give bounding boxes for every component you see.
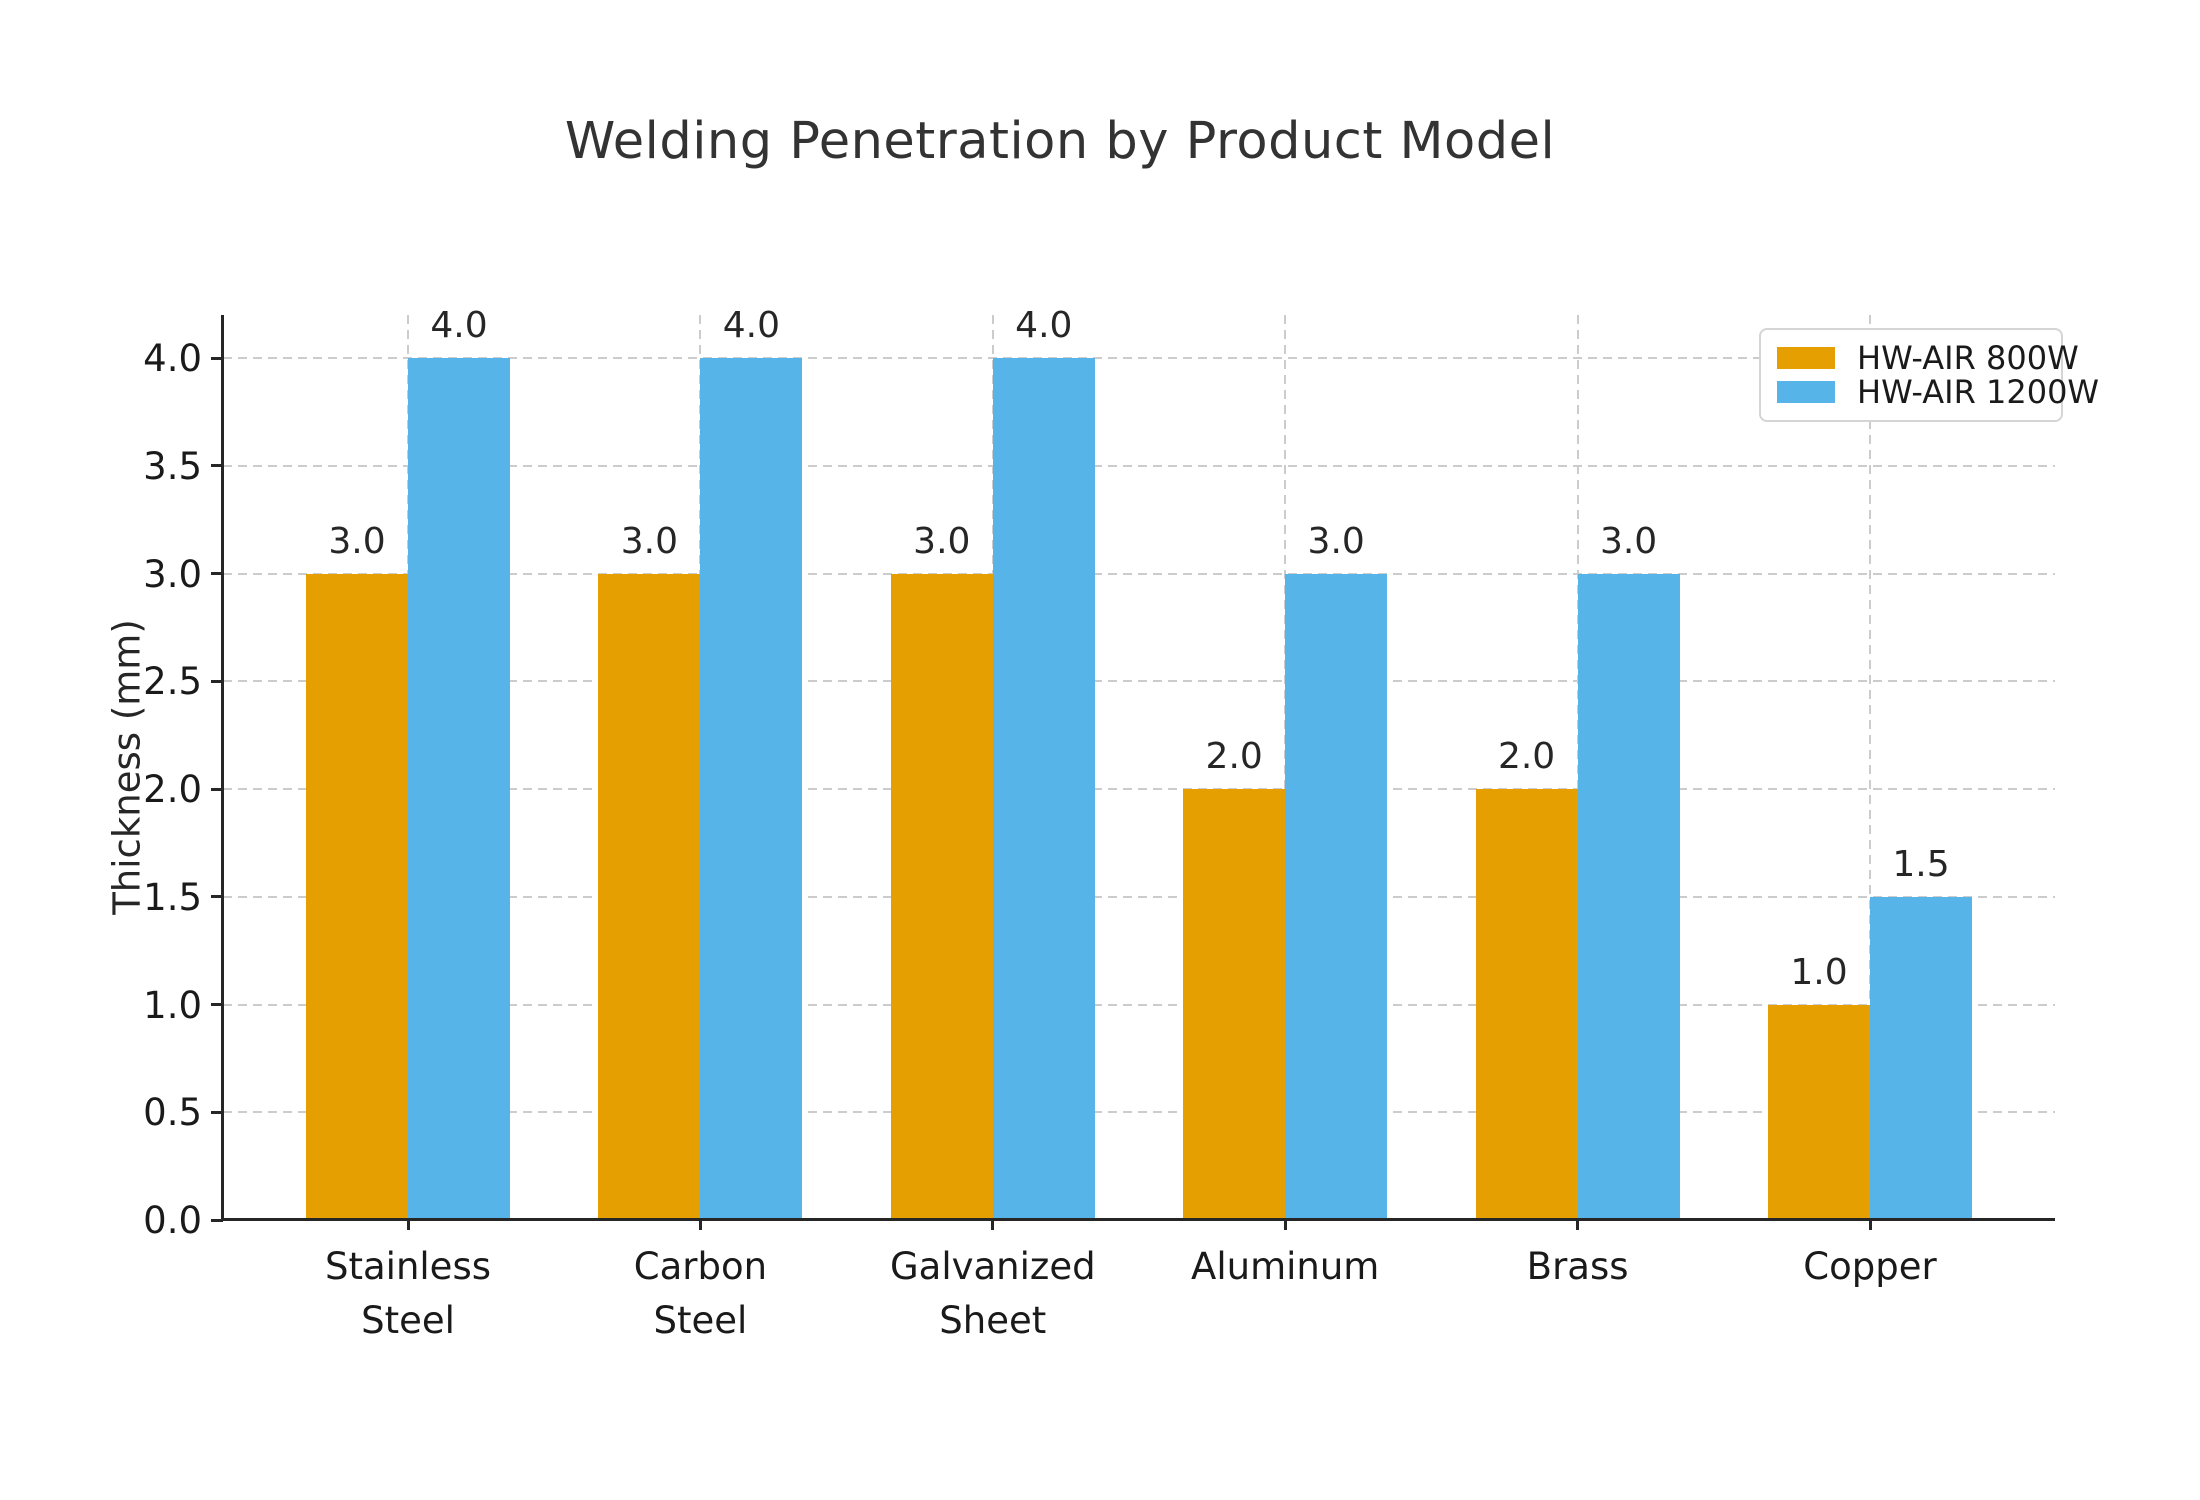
bar-1200w: [992, 358, 1095, 1220]
y-tick-label: 1.0: [143, 983, 202, 1027]
y-tick-mark: [211, 679, 223, 683]
x-tick-mark: [1283, 1220, 1287, 1230]
legend-swatch-800w-icon: [1777, 347, 1835, 369]
chart-title: Welding Penetration by Product Model: [564, 112, 1556, 171]
bar-1200w: [1577, 573, 1680, 1220]
bar-value-label: 2.0: [1205, 736, 1263, 778]
x-axis-spine: [223, 1218, 2055, 1221]
bar-800w: [890, 573, 993, 1220]
gridline-horizontal: [223, 572, 2055, 575]
bar-800w: [1768, 1004, 1870, 1220]
x-tick-mark: [406, 1220, 410, 1230]
gridline-horizontal: [223, 357, 2055, 360]
y-tick-mark: [211, 464, 223, 468]
bar-1200w: [1285, 573, 1388, 1220]
gridline-horizontal: [223, 1003, 2055, 1006]
gridline-horizontal: [223, 788, 2055, 791]
y-tick-mark: [211, 356, 223, 360]
bar-value-label: 4.0: [1015, 305, 1073, 347]
y-tick-label: 3.5: [143, 444, 202, 488]
x-tick-mark: [1868, 1220, 1872, 1230]
y-tick-mark: [211, 1110, 223, 1114]
x-tick-label: Stainless Steel: [325, 1245, 491, 1342]
y-tick-mark: [211, 1218, 223, 1222]
x-tick-label: Copper: [1803, 1245, 1937, 1288]
legend-swatch-1200w-icon: [1777, 381, 1835, 403]
legend: HW-AIR 800W HW-AIR 1200W: [1759, 328, 2099, 422]
bar-1200w: [700, 358, 803, 1220]
bar-value-label: 3.0: [620, 520, 679, 562]
bar-1200w: [1870, 896, 1972, 1220]
y-axis-spine: [221, 315, 224, 1220]
legend-label-1200w: HW-AIR 1200W: [1857, 373, 2100, 411]
x-tick-label: Galvanized Sheet: [889, 1245, 1096, 1342]
y-tick-label: 0.5: [143, 1091, 202, 1135]
bar-value-label: 1.5: [1892, 843, 1950, 885]
bar-800w: [598, 573, 701, 1220]
gridline-horizontal: [223, 464, 2055, 467]
x-tick-label: Brass: [1526, 1245, 1629, 1288]
bar-value-label: 3.0: [1599, 520, 1658, 562]
y-tick-mark: [211, 787, 223, 791]
bar-value-label: 1.0: [1790, 951, 1848, 993]
x-tick-mark: [1576, 1220, 1580, 1230]
x-tick-label: Carbon Steel: [633, 1245, 768, 1342]
plot-area: 3.0 3.0 3.0 2.0 2.0 1.0 4.0 4.0 4.0 3.0 3.0 1.5: [221, 308, 2055, 1221]
gridline-vertical: [1869, 315, 1871, 1220]
y-tick-mark: [211, 895, 223, 899]
bar-800w: [1475, 789, 1578, 1220]
x-tick-mark: [698, 1220, 702, 1230]
y-tick-label: 4.0: [143, 337, 202, 381]
bar-800w: [306, 573, 408, 1220]
bars-layer: 3.0 3.0 3.0 2.0 2.0 1.0 4.0 4.0 4.0 3.0 3.0 1.5: [223, 308, 2055, 1220]
bar-800w: [1183, 789, 1286, 1220]
y-tick-mark: [211, 572, 223, 576]
y-tick-label: 0.0: [143, 1199, 202, 1242]
y-tick-label: 2.5: [143, 660, 202, 704]
bar-value-label: 3.0: [913, 520, 971, 562]
bar-value-label: 4.0: [430, 305, 488, 347]
y-tick-label: 1.5: [143, 875, 202, 919]
bar-value-label: 3.0: [328, 520, 386, 562]
bar-1200w: [408, 358, 510, 1220]
bar-value-label: 2.0: [1497, 736, 1556, 778]
gridline-horizontal: [223, 1111, 2055, 1114]
legend-label-800w: HW-AIR 800W: [1857, 339, 2079, 377]
legend-item-1200w: HW-AIR 1200W: [1777, 376, 2099, 408]
gridline-horizontal: [223, 680, 2055, 683]
x-tick-label: Aluminum: [1191, 1245, 1380, 1288]
bar-value-label: 3.0: [1307, 520, 1365, 562]
legend-item-800w: HW-AIR 800W: [1777, 342, 2079, 374]
x-tick-mark: [991, 1220, 995, 1230]
bar-value-label: 4.0: [722, 305, 781, 347]
y-tick-mark: [211, 1003, 223, 1007]
y-tick-label: 2.0: [143, 768, 202, 812]
gridline-horizontal: [223, 895, 2055, 898]
y-tick-label: 3.0: [143, 552, 202, 596]
